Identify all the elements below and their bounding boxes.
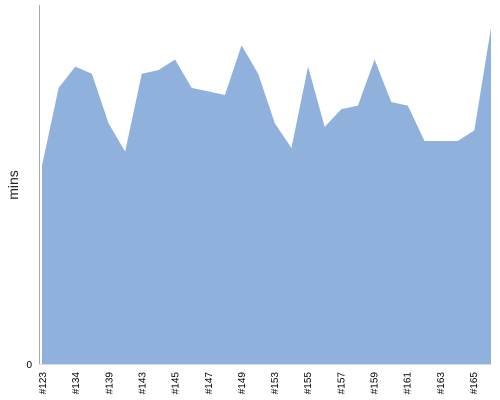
area-fill: [42, 27, 491, 364]
x-tick-label: #159: [370, 372, 381, 395]
x-tick-label: #123: [38, 372, 49, 395]
y-axis-title: mins: [5, 170, 21, 200]
y-tick-labels: 0: [26, 360, 32, 371]
x-tick-label: #145: [171, 372, 182, 395]
x-tick-label: #143: [138, 372, 149, 395]
x-tick-label: #155: [303, 372, 314, 395]
y-tick-label: 0: [26, 360, 32, 371]
x-tick-labels: #123 #134 #139 #143 #145 #147 #149 #153 #155 #157…: [38, 372, 480, 395]
x-tick-label: #153: [270, 372, 281, 395]
x-tick-label: #165: [469, 372, 480, 395]
x-tick-label: #134: [71, 372, 82, 395]
x-tick-label: #147: [204, 372, 215, 395]
x-tick-label: #161: [403, 372, 414, 395]
area-series: [42, 27, 491, 364]
x-tick-label: #149: [237, 372, 248, 395]
x-tick-label: #163: [436, 372, 447, 395]
x-tick-label: #157: [336, 372, 347, 395]
x-tick-label: #139: [104, 372, 115, 395]
